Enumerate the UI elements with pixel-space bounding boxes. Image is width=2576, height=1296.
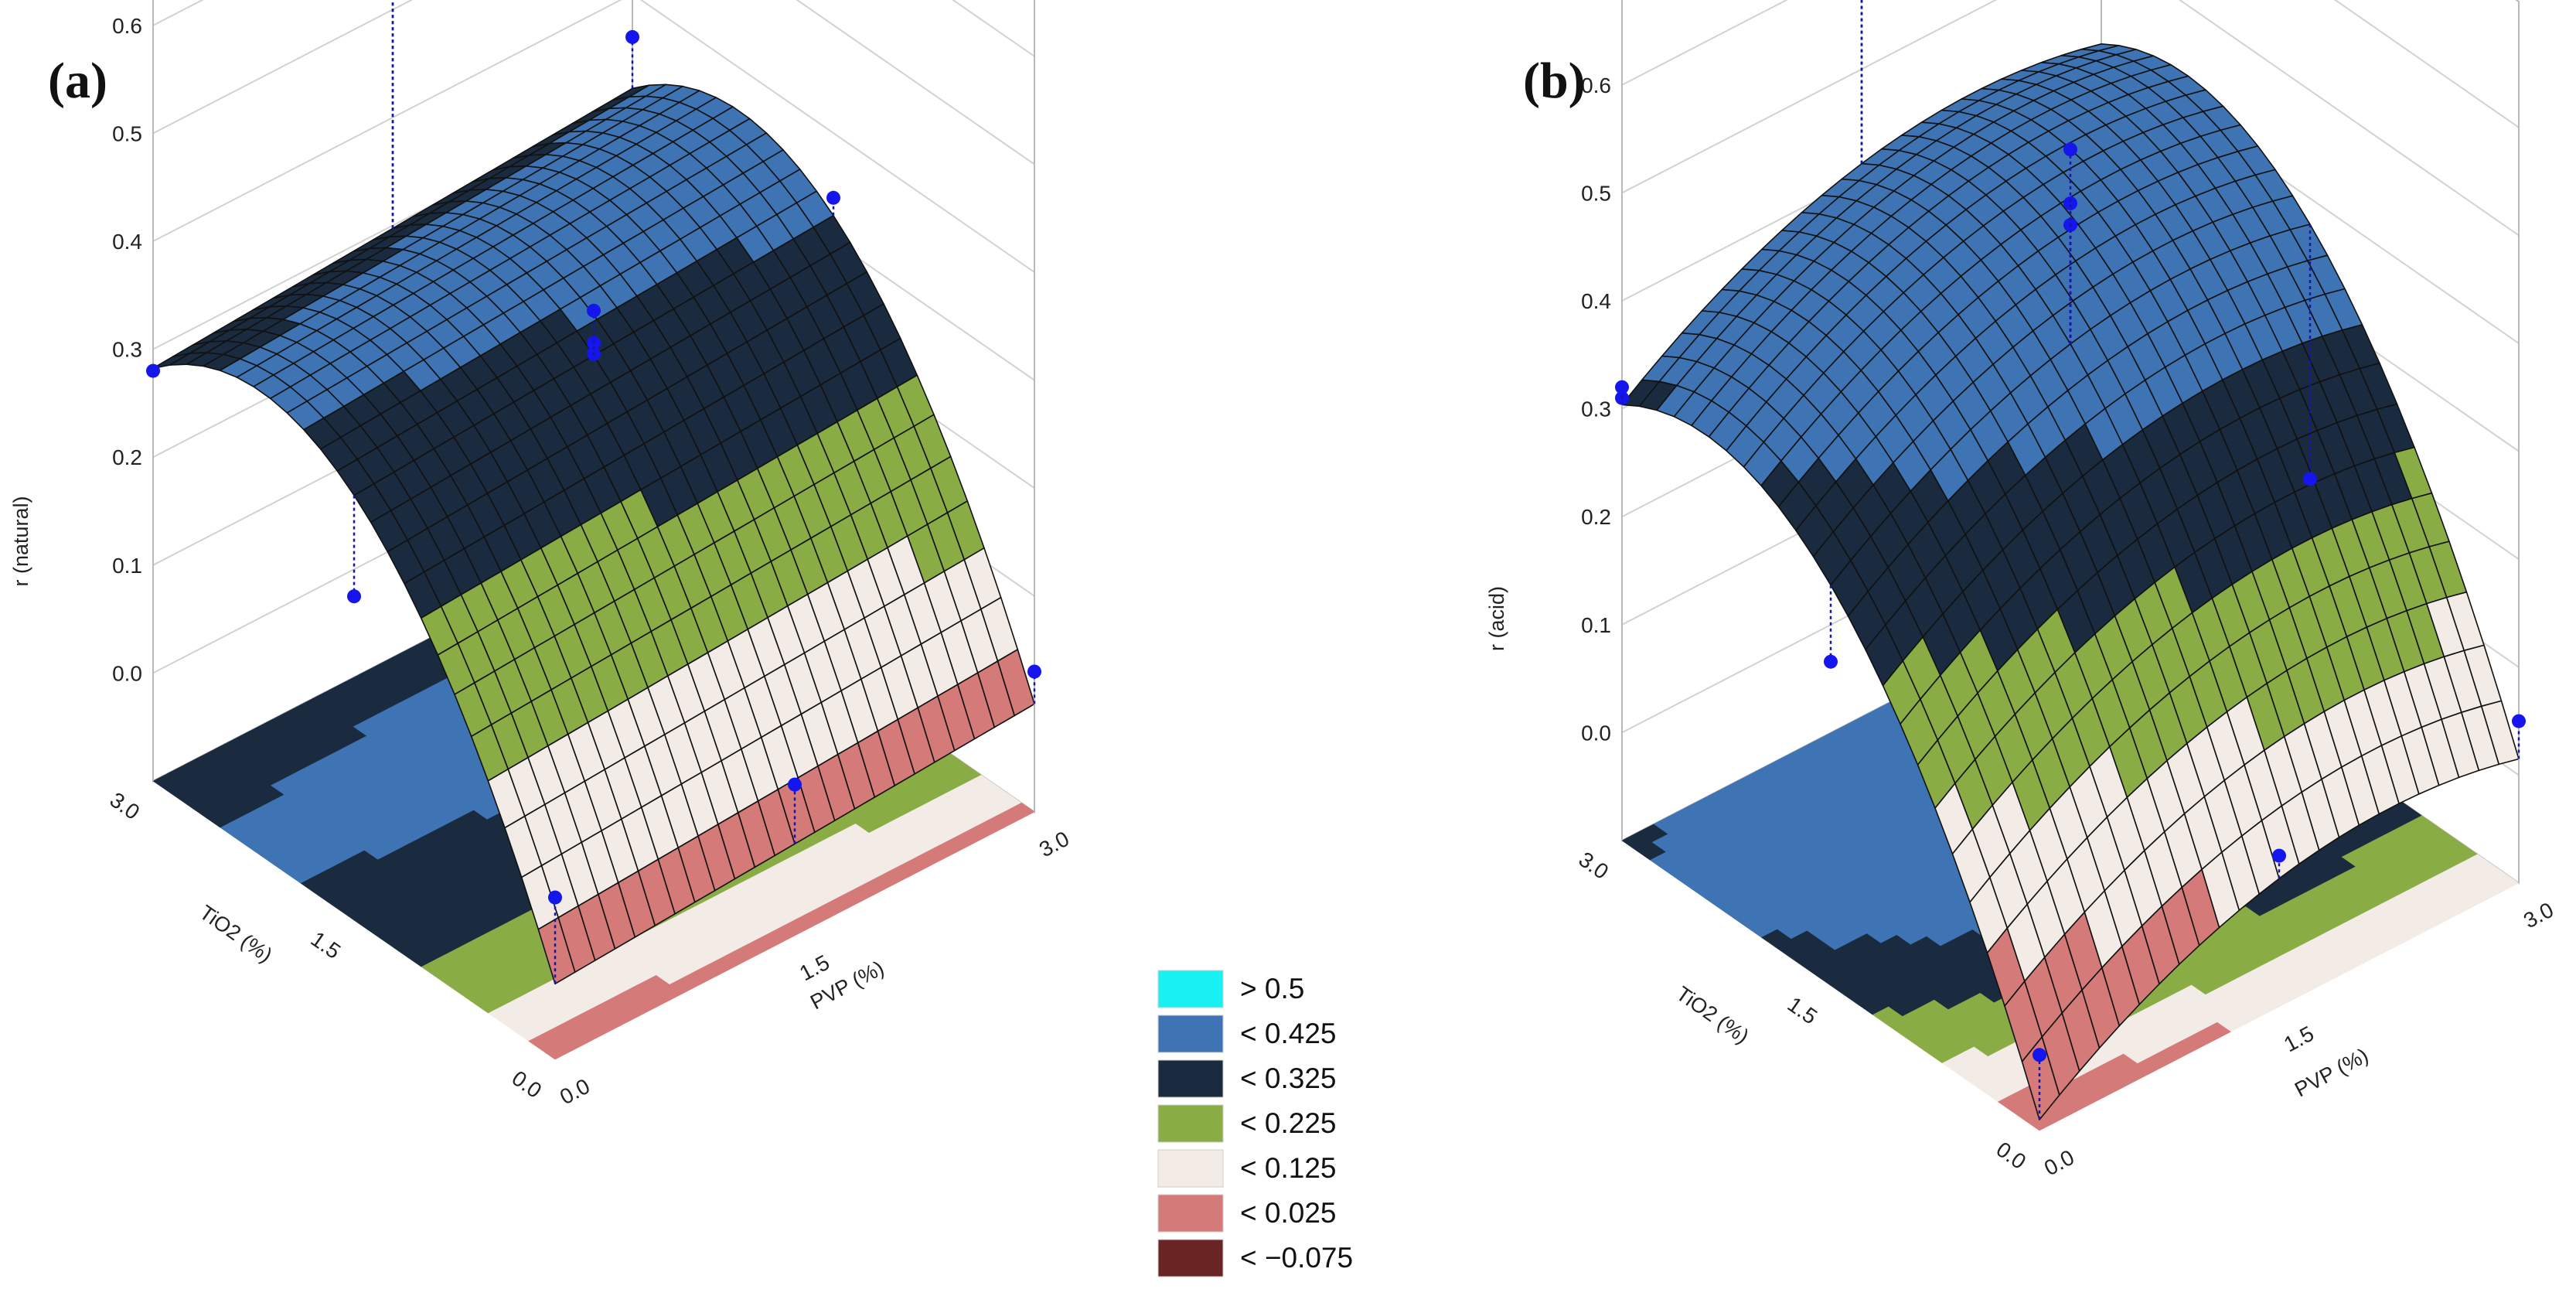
panel-a: 0.00.10.20.30.40.50.60.01.53.00.01.53.0P… xyxy=(9,0,1073,1109)
data-point xyxy=(2033,1048,2046,1062)
z-tick-label: 0.5 xyxy=(112,121,142,145)
y-tick-label: 0.0 xyxy=(1992,1137,2031,1174)
y-axis-title: TiO2 (%) xyxy=(196,901,277,967)
z-tick-label: 0.6 xyxy=(112,14,142,38)
legend-swatch xyxy=(1157,1015,1224,1053)
x-tick-label: 0.0 xyxy=(2040,1145,2078,1181)
z-tick-label: 0.2 xyxy=(112,445,142,469)
data-point xyxy=(2512,714,2526,728)
legend-label: > 0.5 xyxy=(1240,973,1304,1004)
legend-swatch xyxy=(1157,1149,1224,1188)
x-tick-label: 1.5 xyxy=(796,950,833,986)
legend-label: < 0.225 xyxy=(1240,1107,1336,1139)
z-axis-title: r (acid) xyxy=(1485,586,1508,651)
y-tick-label: 3.0 xyxy=(106,787,145,824)
y-tick-label: 0.0 xyxy=(508,1066,547,1103)
z-tick-label: 0.5 xyxy=(1581,181,1611,205)
z-tick-label: 0.3 xyxy=(112,338,142,362)
x-tick-label: 1.5 xyxy=(2280,1021,2318,1057)
x-tick-label: 0.0 xyxy=(556,1074,594,1110)
x-tick-label: 3.0 xyxy=(1035,827,1073,862)
surface-cell xyxy=(537,916,576,985)
y-axis-title: TiO2 (%) xyxy=(1672,982,1753,1049)
legend-swatch xyxy=(1157,1104,1224,1143)
data-point xyxy=(1824,654,1838,669)
data-point xyxy=(1027,664,1041,679)
legend-swatch xyxy=(1157,1194,1224,1233)
surface-cell xyxy=(2021,1036,2060,1120)
x-tick-label: 3.0 xyxy=(2520,898,2557,933)
z-axis-title: r (natural) xyxy=(9,496,32,586)
data-point xyxy=(1615,380,1629,394)
panel-b-label: (b) xyxy=(1523,53,1586,109)
z-tick-label: 0.6 xyxy=(1581,73,1611,97)
data-point xyxy=(2272,848,2286,863)
legend-label: < 0.025 xyxy=(1240,1197,1336,1229)
legend: > 0.5 < 0.425 < 0.325 < 0.225 < 0.125 < 0.025… xyxy=(1157,970,1353,1277)
z-tick-label: 0.3 xyxy=(1581,397,1611,421)
z-tick-label: 0.0 xyxy=(112,661,142,685)
data-point xyxy=(2303,472,2317,486)
data-point xyxy=(788,777,802,792)
legend-label: < 0.425 xyxy=(1240,1018,1336,1049)
z-tick-label: 0.0 xyxy=(1581,721,1611,745)
z-gridline xyxy=(1621,0,2520,128)
data-point xyxy=(146,363,160,378)
z-gridline xyxy=(152,0,1035,165)
panel-b: 0.0 0.1 0.2 0.3 0.4 0.5 0.6 0.0 1.5 3.0 0.0 1.5 3.0 P… xyxy=(1485,0,2557,1180)
data-point xyxy=(2063,196,2077,210)
data-point xyxy=(587,336,601,350)
z-gridline xyxy=(1621,0,2520,237)
legend-swatch xyxy=(1157,970,1224,1008)
z-tick-label: 0.1 xyxy=(112,554,142,578)
legend-label: < 0.325 xyxy=(1240,1062,1336,1094)
z-tick-label: 0.4 xyxy=(1581,289,1611,313)
x-axis-title: PVP (%) xyxy=(2291,1044,2372,1102)
z-tick-label: 0.4 xyxy=(112,230,142,254)
z-gridline xyxy=(152,0,1035,273)
data-point xyxy=(625,29,639,44)
data-point xyxy=(548,890,562,905)
legend-label: < 0.125 xyxy=(1240,1152,1336,1184)
z-tick-label: 0.1 xyxy=(1581,613,1611,637)
legend-swatch xyxy=(1157,1239,1224,1277)
data-point xyxy=(587,303,601,318)
y-tick-label: 1.5 xyxy=(1784,992,1822,1029)
data-point xyxy=(2063,142,2077,157)
panel-a-label: (a) xyxy=(48,53,107,109)
y-tick-label: 1.5 xyxy=(307,926,346,963)
legend-label: < −0.075 xyxy=(1240,1242,1353,1274)
data-point xyxy=(826,190,840,205)
y-tick-label: 3.0 xyxy=(1575,847,1613,884)
legend-swatch xyxy=(1157,1059,1224,1098)
z-tick-label: 0.2 xyxy=(1581,505,1611,529)
data-point xyxy=(347,589,361,604)
